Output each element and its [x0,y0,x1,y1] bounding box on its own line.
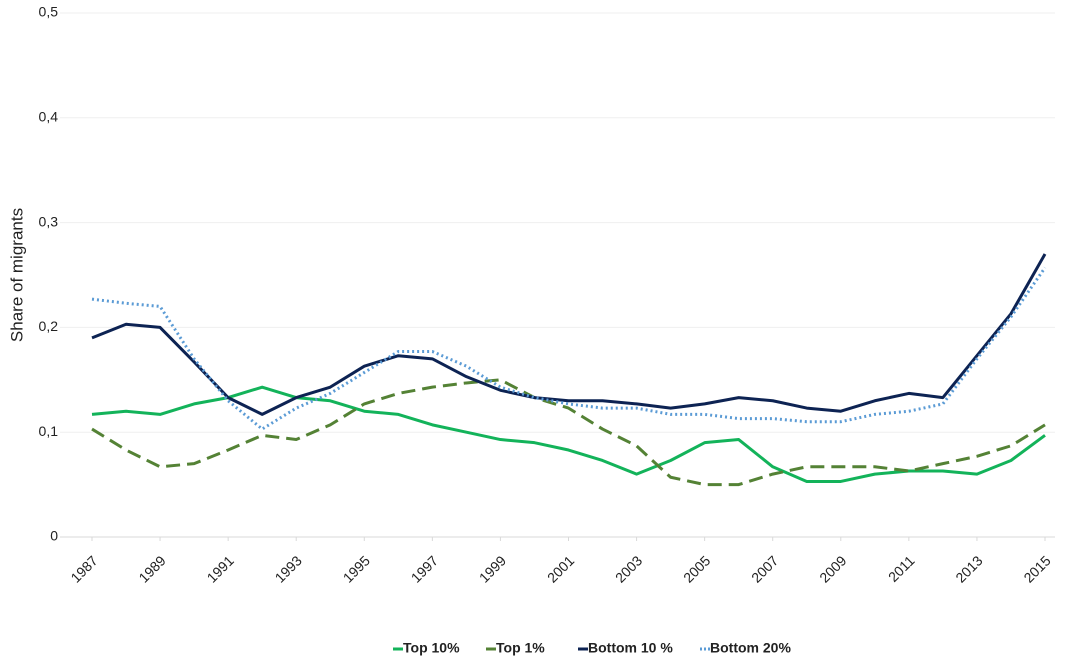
y-tick-label: 0,1 [39,423,59,439]
legend-label: Bottom 20% [710,640,791,656]
x-tick-label: 2015 [1020,552,1053,585]
x-tick-label: 2001 [544,552,577,585]
y-axis-label: Share of migrants [7,208,26,342]
x-tick-label: 1987 [67,552,100,585]
x-tick-label: 2003 [612,552,645,585]
y-tick-label: 0,5 [39,4,59,20]
line [91,378,1046,487]
y-tick-label: 0,4 [39,109,59,125]
x-tick-label: 2013 [952,552,985,585]
x-tick-label: 1991 [204,552,237,585]
legend-label: Top 1% [496,640,545,656]
x-tick-label: 1989 [135,552,168,585]
line [91,253,1047,416]
line [91,266,1047,431]
line [91,385,1046,483]
y-tick-label: 0 [50,528,58,544]
x-tick-label: 2007 [748,552,781,585]
x-tick-label: 1993 [272,552,305,585]
y-tick-label: 0,3 [39,213,59,229]
legend-label: Bottom 10 % [588,640,673,656]
legend-label: Top 10% [403,640,460,656]
x-tick-label: 1995 [340,552,373,585]
x-tick-label: 2011 [885,552,918,585]
x-tick-label: 1999 [476,552,509,585]
x-tick-label: 2005 [680,552,713,585]
y-tick-label: 0,2 [39,318,59,334]
x-tick-label: 2009 [816,552,849,585]
x-tick-label: 1997 [408,552,441,585]
